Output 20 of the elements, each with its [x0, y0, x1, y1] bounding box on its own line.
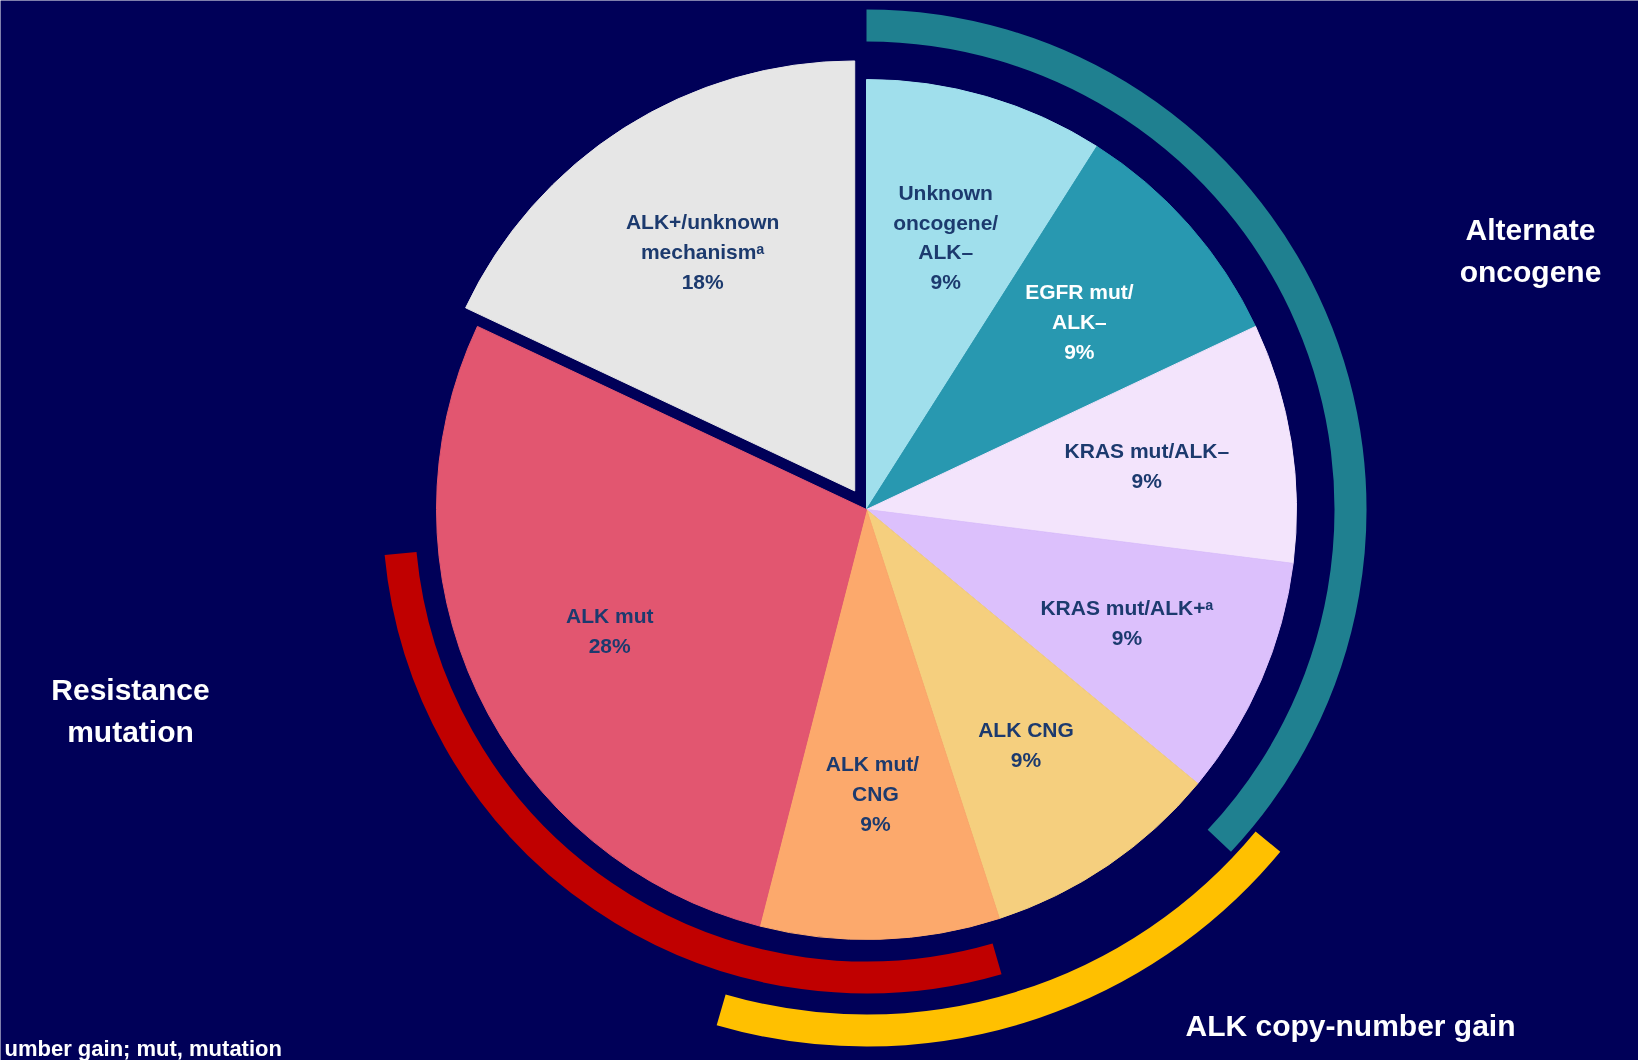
text: ALK copy-number gain — [1185, 1009, 1516, 1042]
slice-label: ALK CNG — [978, 717, 1074, 741]
slice-label: KRAS mut/ALK+ᵃ — [1040, 595, 1214, 619]
slice-label: EGFR mut/ ALK– — [1025, 280, 1134, 334]
data-label: 9% — [860, 811, 891, 835]
slice-label: ALK mut — [565, 603, 654, 627]
data-label: 9% — [1131, 468, 1163, 492]
slice-label: KRAS mut/ALK– — [1064, 438, 1230, 462]
data-label: 18% — [681, 269, 724, 293]
data-label: 9% — [1064, 340, 1095, 364]
data-label: 9% — [930, 270, 962, 294]
text: umber gain; mut, mutation — [4, 1036, 282, 1060]
text: Alternate oncogene — [1459, 213, 1602, 288]
text: Resistance mutation — [51, 673, 210, 748]
slice-label: ALK mut/ CNG — [825, 751, 920, 805]
data-label: 9% — [1111, 625, 1143, 649]
data-label: 28% — [588, 633, 632, 657]
data-label: 9% — [1010, 747, 1042, 771]
slice-label: ALK+/unknown mechanismᵃ — [625, 209, 780, 263]
slice-label: Unknown oncogene/ ALK– — [893, 180, 999, 264]
